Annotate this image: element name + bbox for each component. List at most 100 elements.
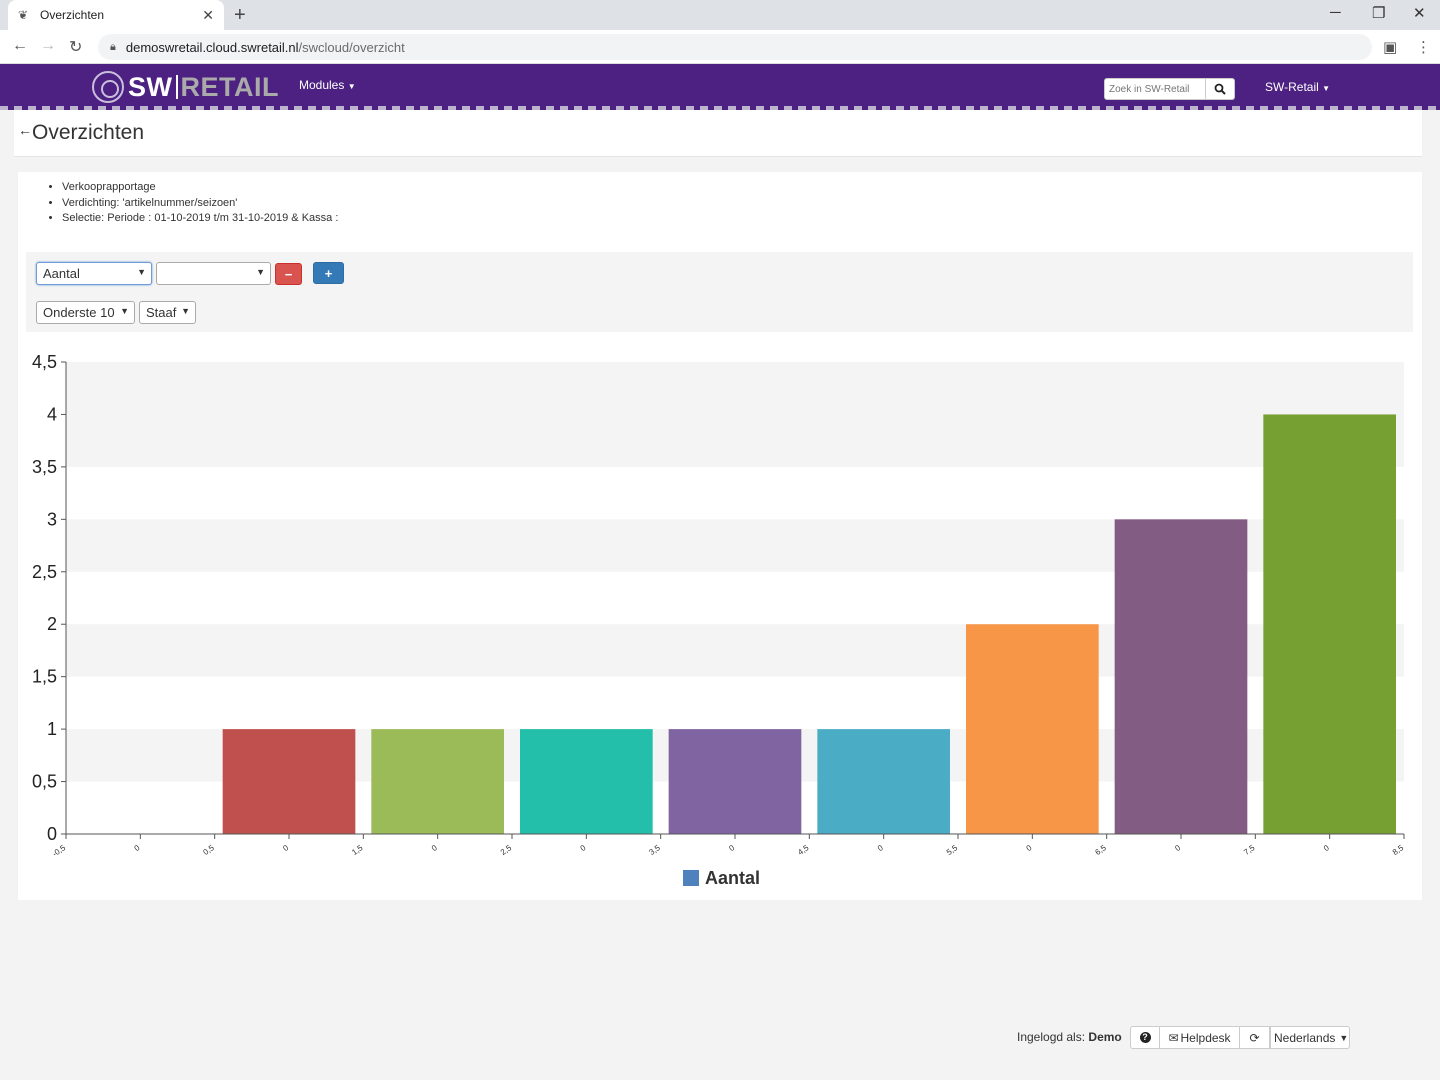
modules-menu[interactable]: Modules ▼ bbox=[299, 78, 356, 92]
browser-tab[interactable]: ❦ Overzichten ✕ bbox=[8, 0, 224, 30]
bar-chart-svg: 00,511,522,533,544,5-0,5 0 0,5 0 1,5 0 2,5 0 3,5… bbox=[32, 352, 1406, 888]
x-tick-label: 5,5 bbox=[945, 843, 960, 857]
report-info-list: Verkooprapportage Verdichting: 'artikeln… bbox=[62, 180, 338, 227]
second-measure-select[interactable]: ▼ bbox=[156, 262, 271, 285]
bar bbox=[520, 729, 653, 834]
top-n-select[interactable]: Onderste 10 ▼ bbox=[36, 301, 135, 324]
logo-sw: SW bbox=[128, 71, 173, 102]
search-button[interactable] bbox=[1206, 78, 1235, 100]
bar bbox=[1114, 519, 1248, 834]
url-bar[interactable]: 🔒︎ demoswretail.cloud.swretail.nl /swclo… bbox=[98, 34, 1372, 60]
bar bbox=[1263, 414, 1396, 834]
new-tab-icon[interactable]: + bbox=[234, 4, 246, 26]
browser-menu-icon[interactable]: ⋮ bbox=[1416, 39, 1431, 56]
x-tick-label: 0 bbox=[579, 843, 588, 853]
chart-type-select[interactable]: Staaf ▼ bbox=[139, 301, 196, 324]
navbar-stripe bbox=[0, 106, 1440, 110]
help-icon: ? bbox=[1139, 1032, 1151, 1043]
language-value: Nederlands bbox=[1274, 1030, 1336, 1045]
help-button[interactable]: ? bbox=[1130, 1026, 1160, 1049]
logged-in-user: Demo bbox=[1088, 1030, 1122, 1044]
legend-label: Aantal bbox=[705, 868, 760, 888]
bar bbox=[966, 624, 1099, 834]
back-arrow-icon[interactable]: ← bbox=[18, 122, 32, 138]
search-icon bbox=[1214, 83, 1226, 95]
dropdown-arrow-icon: ▼ bbox=[120, 306, 129, 316]
x-tick-label: 2,5 bbox=[499, 843, 514, 857]
chart-toolbar: Aantal ▼ ▼ − + Onderste 10 ▼ Staaf ▼ bbox=[26, 252, 1413, 332]
legend-swatch bbox=[683, 870, 699, 886]
forward-icon[interactable]: → bbox=[40, 37, 56, 54]
x-tick-label: 0 bbox=[133, 843, 142, 853]
restore-icon[interactable]: ❐ bbox=[1372, 5, 1386, 22]
dropdown-arrow-icon: ▼ bbox=[181, 306, 190, 316]
profile-icon[interactable]: ▣ bbox=[1383, 39, 1398, 56]
minimize-icon[interactable]: ─ bbox=[1330, 4, 1341, 21]
window-close-icon[interactable]: ✕ bbox=[1413, 5, 1426, 22]
info-item: Verkooprapportage bbox=[62, 180, 338, 196]
grid-band bbox=[66, 414, 1404, 467]
report-card: Verkooprapportage Verdichting: 'artikeln… bbox=[18, 172, 1422, 900]
caret-down-icon: ▼ bbox=[1322, 84, 1331, 93]
tab-title: Overzichten bbox=[40, 8, 105, 22]
info-item: Verdichting: 'artikelnummer/seizoen' bbox=[62, 196, 338, 212]
lock-icon: 🔒︎ bbox=[110, 40, 116, 53]
top-n-select-value: Onderste 10 bbox=[43, 305, 115, 320]
x-tick-label: 0 bbox=[1173, 843, 1182, 853]
bar bbox=[371, 729, 504, 834]
page-header: ← Overzichten bbox=[14, 110, 1422, 157]
back-icon[interactable]: ← bbox=[12, 37, 28, 54]
language-select[interactable]: Nederlands ▼ bbox=[1270, 1026, 1350, 1049]
browser-tabbar: ❦ Overzichten ✕ + ─ ❐ ✕ bbox=[0, 0, 1440, 30]
x-tick-label: 0 bbox=[727, 843, 736, 853]
bar bbox=[222, 729, 356, 834]
x-tick-label: 0 bbox=[430, 843, 439, 853]
measure-select[interactable]: Aantal ▼ bbox=[36, 262, 152, 285]
x-tick-label: 0 bbox=[281, 843, 290, 853]
search-input[interactable] bbox=[1104, 78, 1206, 100]
url-path: /swcloud/overzicht bbox=[298, 39, 405, 55]
grid-band bbox=[66, 362, 1404, 415]
x-tick-label: 0 bbox=[876, 843, 885, 853]
x-tick-label: -0,5 bbox=[51, 843, 68, 859]
y-tick-label: 4,5 bbox=[32, 352, 57, 372]
remove-measure-button[interactable]: − bbox=[275, 263, 302, 285]
user-menu[interactable]: SW-Retail ▼ bbox=[1265, 80, 1330, 94]
logged-in-info: Ingelogd als: Demo bbox=[1017, 1026, 1122, 1048]
y-tick-label: 0 bbox=[47, 824, 57, 844]
helpdesk-button[interactable]: ✉ Helpdesk bbox=[1159, 1026, 1240, 1049]
x-tick-label: 4,5 bbox=[796, 843, 811, 857]
dropdown-arrow-icon: ▼ bbox=[256, 267, 265, 277]
y-tick-label: 2 bbox=[47, 614, 57, 634]
add-measure-button[interactable]: + bbox=[313, 262, 344, 284]
logged-in-label: Ingelogd als: bbox=[1017, 1030, 1086, 1044]
caret-down-icon: ▼ bbox=[347, 82, 356, 91]
y-tick-label: 1 bbox=[47, 719, 57, 739]
y-tick-label: 2,5 bbox=[32, 562, 57, 582]
bar bbox=[668, 729, 802, 834]
logo-flower-icon bbox=[92, 71, 124, 103]
y-tick-label: 0,5 bbox=[32, 772, 57, 792]
reload-icon[interactable]: ↻ bbox=[69, 39, 83, 56]
x-tick-label: 6,5 bbox=[1094, 843, 1109, 857]
helpdesk-label: Helpdesk bbox=[1180, 1030, 1231, 1045]
x-tick-label: 7,5 bbox=[1242, 843, 1257, 857]
dropdown-arrow-icon: ▼ bbox=[1339, 1032, 1349, 1043]
close-tab-icon[interactable]: ✕ bbox=[202, 6, 214, 23]
y-tick-label: 3 bbox=[47, 509, 57, 529]
dropdown-arrow-icon: ▼ bbox=[137, 267, 146, 277]
x-tick-label: 3,5 bbox=[648, 843, 663, 857]
x-tick-label: 1,5 bbox=[350, 843, 365, 857]
bar bbox=[817, 729, 950, 834]
favicon-icon: ❦ bbox=[18, 8, 29, 22]
x-tick-label: 8,5 bbox=[1391, 843, 1406, 857]
page-title: Overzichten bbox=[32, 121, 145, 144]
refresh-button[interactable]: ⟳ bbox=[1239, 1026, 1270, 1049]
envelope-icon: ✉ bbox=[1168, 1030, 1179, 1045]
measure-select-value: Aantal bbox=[43, 266, 80, 281]
logo-retail: RETAIL bbox=[180, 71, 279, 102]
sw-retail-logo[interactable]: SW RETAIL bbox=[92, 71, 279, 103]
info-item: Selectie: Periode : 01-10-2019 t/m 31-10… bbox=[62, 211, 338, 227]
x-tick-label: 0 bbox=[1025, 843, 1034, 853]
modules-label: Modules bbox=[299, 78, 345, 92]
